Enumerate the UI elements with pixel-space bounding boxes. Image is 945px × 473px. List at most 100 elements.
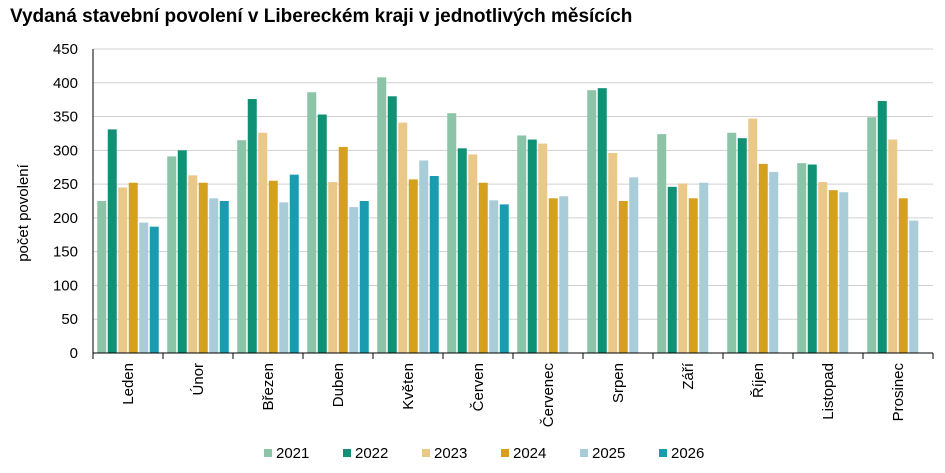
bar-2026-Leden [149,226,159,353]
y-tick-label: 250 [53,176,78,193]
bar-2026-Květen [429,176,439,353]
bar-2023-Srpen [608,153,618,353]
y-axis-ticks: 0 50 100 150 200 250 300 350 400 450 [53,41,78,362]
bar-2021-Říjen [727,132,737,353]
legend-label: 2026 [671,445,704,462]
legend-label: 2021 [276,445,309,462]
x-tick-label: Prosinec [890,363,907,422]
y-tick-label: 50 [61,311,78,328]
legend-swatch-2025 [580,449,588,457]
bar-2025-Květen [419,160,429,353]
legend-label: 2023 [434,445,467,462]
bar-2022-Únor [177,150,187,353]
bar-2024-Srpen [618,201,628,353]
bar-2025-Prosinec [909,220,919,353]
y-tick-label: 300 [53,142,78,159]
bar-2023-Leden [118,187,128,353]
bar-2021-Září [657,134,667,353]
legend: 2021 2022 2023 2024 2025 2026 [264,445,704,462]
bar-2025-Červen [489,200,499,353]
bar-2022-Červenec [527,139,537,353]
x-tick-label: Květen [400,363,417,410]
bar-2023-Březen [258,132,268,353]
bar-2026-Červen [499,204,509,353]
x-tick-label: Březen [260,363,277,411]
y-tick-label: 450 [53,41,78,58]
bar-2023-Únor [188,175,198,353]
y-tick-label: 350 [53,109,78,126]
gridlines [93,48,933,320]
bar-2023-Červenec [538,143,548,353]
bar-2022-Červen [457,148,467,353]
bar-2022-Srpen [597,88,607,353]
y-tick-label: 150 [53,244,78,261]
bar-2021-Leden [97,201,107,353]
y-tick-label: 0 [70,345,78,362]
bar-2025-Duben [349,207,359,353]
bar-2025-Říjen [769,171,779,353]
bars [97,77,919,354]
bar-2024-Únor [198,182,208,353]
bar-2026-Březen [289,174,299,353]
bar-2024-Listopad [828,190,838,353]
bar-2024-Červenec [548,198,558,353]
bar-2025-Leden [139,222,149,353]
bar-2024-Říjen [758,163,768,353]
legend-label: 2022 [355,445,388,462]
axes [92,49,934,359]
bar-2023-Listopad [818,182,828,353]
legend-swatch-2026 [659,449,667,457]
bar-2021-Květen [377,77,387,353]
bar-2024-Duben [338,146,348,353]
x-tick-label: Leden [120,363,137,405]
bar-2023-Květen [398,122,408,353]
bar-2021-Únor [167,156,177,353]
bar-2025-Únor [209,198,219,353]
legend-swatch-2021 [264,449,272,457]
x-tick-label: Únor [190,363,207,396]
bar-2024-Září [688,198,698,353]
bar-2021-Červenec [517,135,527,353]
x-tick-label: Říjen [750,363,767,398]
bar-2022-Prosinec [877,101,887,353]
bar-2022-Září [667,186,677,353]
bar-2024-Leden [128,182,138,353]
x-tick-label: Červen [470,363,487,411]
legend-swatch-2022 [343,449,351,457]
bar-2024-Březen [268,180,278,353]
bar-2023-Říjen [748,118,758,354]
bar-2021-Duben [307,92,317,353]
bar-2024-Červen [478,182,488,353]
x-tick-label: Duben [330,363,347,407]
bar-2025-Listopad [839,192,849,353]
y-tick-label: 200 [53,210,78,227]
bar-2022-Leden [107,129,117,353]
bar-2022-Listopad [807,164,817,353]
bar-2024-Prosinec [898,198,908,353]
bar-2025-Červenec [559,196,569,353]
bar-2023-Září [678,183,688,353]
bar-2021-Červen [447,113,457,353]
x-tick-label: Září [680,362,697,390]
bar-2021-Prosinec [867,117,877,353]
y-axis-label: počet povolení [15,163,32,261]
bar-2023-Červen [468,154,478,353]
bar-2022-Květen [387,96,397,354]
bar-2025-Březen [279,202,289,353]
bar-2026-Únor [219,201,229,353]
bar-2022-Březen [247,98,257,353]
legend-swatch-2023 [422,449,430,457]
legend-swatch-2024 [501,449,509,457]
bar-2021-Listopad [797,163,807,353]
bar-2022-Říjen [737,138,747,353]
bar-2023-Duben [328,182,338,353]
x-tick-label: Listopad [820,363,837,420]
bar-2021-Srpen [587,90,597,353]
chart-title: Vydaná stavební povolení v Libereckém kr… [10,6,633,27]
legend-label: 2025 [592,445,625,462]
y-tick-label: 100 [53,277,78,294]
x-tick-label: Červenec [540,363,557,428]
y-tick-label: 400 [53,75,78,92]
